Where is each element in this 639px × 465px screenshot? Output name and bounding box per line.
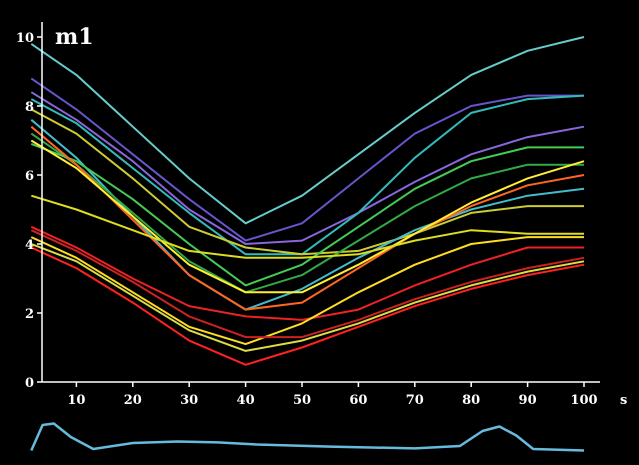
x-axis-label: s — [620, 393, 627, 408]
series-line-5 — [30, 108, 584, 256]
x-tick-label: 100 — [570, 393, 597, 408]
y-tick-label: 8 — [25, 100, 34, 115]
y-tick-label: 10 — [16, 31, 34, 46]
y-tick-label: 2 — [25, 307, 34, 322]
series-line-7 — [30, 132, 584, 294]
series-layer — [30, 36, 585, 366]
series-line-12 — [30, 225, 584, 321]
series-line-3 — [30, 91, 585, 245]
y-tick-label: 4 — [25, 238, 34, 253]
x-tick-label: 70 — [406, 393, 424, 408]
x-tick-label: 60 — [349, 393, 367, 408]
x-tick-label: 40 — [237, 393, 255, 408]
bottom-trace-line — [30, 422, 585, 452]
tick-layer: 10 20 30 40 50 60 70 80 90 100 0 2 4 6 8 10 — [16, 31, 598, 408]
series-line-15 — [30, 243, 585, 352]
series-line-1 — [30, 36, 585, 225]
y-tick-label: 6 — [25, 169, 34, 184]
series-line-8 — [30, 142, 584, 287]
series-line-16 — [30, 246, 585, 366]
x-tick-label: 10 — [67, 393, 85, 408]
series-line-14 — [30, 229, 585, 339]
x-tick-label: 20 — [124, 393, 142, 408]
x-tick-label: 30 — [180, 393, 198, 408]
y-tick-label: 0 — [25, 376, 34, 391]
series-line-11 — [31, 194, 584, 259]
series-line-13 — [30, 236, 584, 346]
x-tick-label: 90 — [519, 393, 537, 408]
x-tick-label: 50 — [293, 393, 311, 408]
bottom-trace-layer — [30, 422, 585, 452]
x-tick-label: 80 — [462, 393, 480, 408]
chart-title: m1 — [55, 24, 94, 50]
series-line-10 — [30, 139, 585, 294]
series-line-2 — [30, 77, 584, 242]
